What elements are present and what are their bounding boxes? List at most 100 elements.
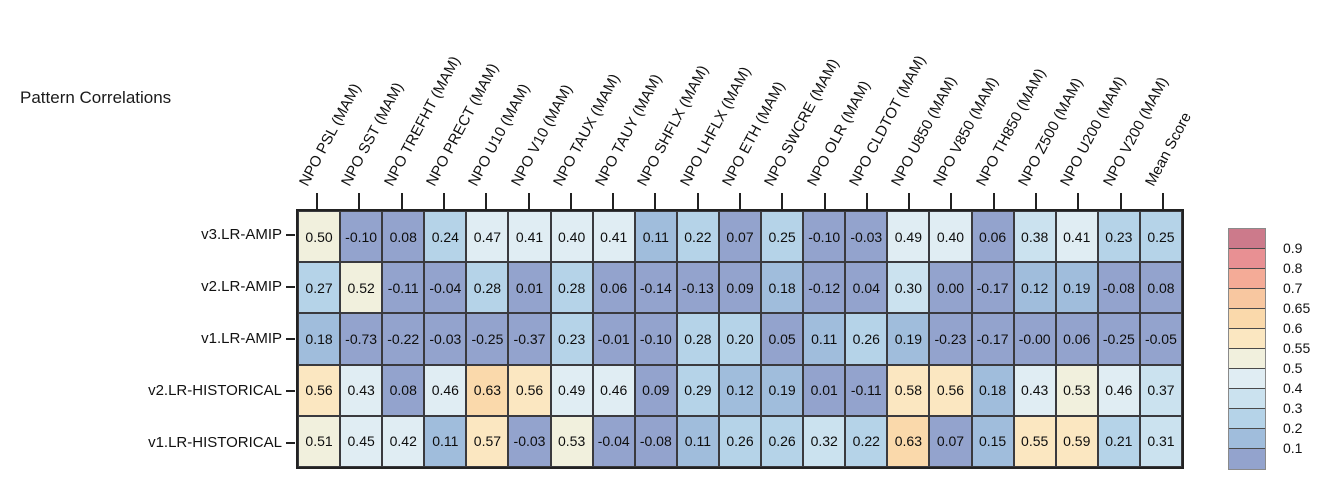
heatmap-cell: -0.12 — [803, 262, 846, 314]
heatmap-cell: -0.23 — [929, 313, 972, 365]
heatmap-cell: 0.52 — [340, 262, 383, 314]
heatmap-cell: 0.06 — [592, 262, 635, 314]
heatmap-cell: 0.55 — [1013, 415, 1056, 467]
heatmap-cell: 0.23 — [550, 313, 593, 365]
colorbar-tick-label: 0.3 — [1283, 400, 1303, 416]
column-tick — [569, 193, 572, 209]
colorbar — [1228, 228, 1266, 470]
heatmap-cell: -0.04 — [592, 415, 635, 467]
colorbar-segment — [1229, 389, 1265, 409]
heatmap-cell: 0.56 — [929, 364, 972, 416]
colorbar-segment — [1229, 289, 1265, 309]
heatmap-cell: -0.17 — [971, 313, 1014, 365]
row-tick — [286, 442, 295, 444]
column-tick — [908, 193, 911, 209]
heatmap-cell: 0.11 — [424, 415, 467, 467]
heatmap-cell: 0.26 — [761, 415, 804, 467]
heatmap-cell: 0.46 — [592, 364, 635, 416]
heatmap-cell: 0.01 — [803, 364, 846, 416]
colorbar-segment — [1229, 269, 1265, 289]
column-tick — [400, 193, 403, 209]
heatmap-cell: 0.11 — [634, 211, 677, 263]
heatmap-cell: -0.03 — [845, 211, 888, 263]
heatmap-cell: 0.30 — [887, 262, 930, 314]
heatmap-cell: 0.19 — [1055, 262, 1098, 314]
heatmap-cell: -0.10 — [634, 313, 677, 365]
column-label: NPO TREFHT (MAM) — [380, 53, 464, 190]
heatmap-cell: 0.25 — [761, 211, 804, 263]
heatmap-cell: 0.22 — [845, 415, 888, 467]
column-tick — [992, 193, 995, 209]
row-label: v2.LR-HISTORICAL — [148, 382, 282, 399]
heatmap-cell: 0.07 — [718, 211, 762, 263]
heatmap-cell: 0.08 — [1139, 262, 1182, 314]
heatmap-cell: 0.24 — [424, 211, 467, 263]
heatmap-cell: -0.10 — [340, 211, 383, 263]
heatmap-cell: 0.46 — [424, 364, 467, 416]
heatmap-cell: 0.40 — [550, 211, 593, 263]
row-label: v2.LR-AMIP — [201, 278, 282, 295]
heatmap-cell: -0.05 — [1139, 313, 1182, 365]
heatmap-cell: 0.08 — [382, 364, 425, 416]
colorbar-tick-label: 0.55 — [1283, 340, 1311, 356]
column-tick — [1161, 193, 1164, 209]
heatmap-cell: 0.32 — [803, 415, 846, 467]
column-tick — [696, 193, 699, 209]
heatmap-cell: 0.28 — [550, 262, 593, 314]
heatmap-cell: -0.00 — [1013, 313, 1056, 365]
heatmap-cell: 0.51 — [298, 415, 341, 467]
heatmap-cell: 0.07 — [929, 415, 972, 467]
heatmap-cell: 0.18 — [971, 364, 1014, 416]
colorbar-tick-label: 0.4 — [1283, 380, 1303, 396]
colorbar-segment — [1229, 329, 1265, 349]
heatmap-cell: -0.03 — [424, 313, 467, 365]
colorbar-segment — [1229, 249, 1265, 269]
heatmap-cell: -0.22 — [382, 313, 425, 365]
heatmap-cell: 0.49 — [550, 364, 593, 416]
heatmap-cell: -0.13 — [676, 262, 719, 314]
heatmap-cell: -0.11 — [845, 364, 888, 416]
colorbar-tick-label: 0.9 — [1283, 240, 1303, 256]
heatmap-cell: 0.27 — [298, 262, 341, 314]
heatmap-cell: 0.11 — [803, 313, 846, 365]
heatmap-cell: 0.09 — [718, 262, 762, 314]
column-tick — [1119, 193, 1122, 209]
heatmap-cell: -0.11 — [382, 262, 425, 314]
heatmap-cell: 0.12 — [1013, 262, 1056, 314]
colorbar-tick-label: 0.5 — [1283, 360, 1303, 376]
heatmap-cell: 0.00 — [929, 262, 972, 314]
column-tick — [612, 193, 615, 209]
heatmap-cell: 0.19 — [887, 313, 930, 365]
heatmap-cell: 0.08 — [382, 211, 425, 263]
heatmap-cell: -0.25 — [1097, 313, 1140, 365]
colorbar-segment — [1229, 369, 1265, 389]
heatmap-cell: 0.58 — [887, 364, 930, 416]
heatmap-cell: 0.18 — [298, 313, 341, 365]
column-tick — [781, 193, 784, 209]
heatmap-cell: 0.57 — [466, 415, 509, 467]
heatmap-cell: 0.46 — [1097, 364, 1140, 416]
heatmap-cell: -0.10 — [803, 211, 846, 263]
column-tick — [823, 193, 826, 209]
heatmap-cell: -0.08 — [1097, 262, 1140, 314]
heatmap-cell: 0.41 — [1055, 211, 1098, 263]
colorbar-tick-label: 0.7 — [1283, 280, 1303, 296]
colorbar-segment — [1229, 429, 1265, 449]
heatmap-cell: -0.73 — [340, 313, 383, 365]
heatmap-cell: -0.14 — [634, 262, 677, 314]
heatmap-cell: 0.06 — [1055, 313, 1098, 365]
heatmap-cell: 0.45 — [340, 415, 383, 467]
page-title: Pattern Correlations — [20, 88, 172, 107]
heatmap-cell: 0.06 — [971, 211, 1014, 263]
colorbar-segment — [1229, 449, 1265, 469]
heatmap-cell: 0.15 — [971, 415, 1014, 467]
heatmap-cell: 0.43 — [1013, 364, 1056, 416]
heatmap-cell: 0.21 — [1097, 415, 1140, 467]
heatmap-cell: 0.19 — [761, 364, 804, 416]
column-tick — [1035, 193, 1037, 209]
column-tick — [1077, 193, 1080, 209]
column-tick — [485, 193, 488, 209]
heatmap-cell: 0.42 — [382, 415, 425, 467]
column-tick — [654, 193, 657, 209]
